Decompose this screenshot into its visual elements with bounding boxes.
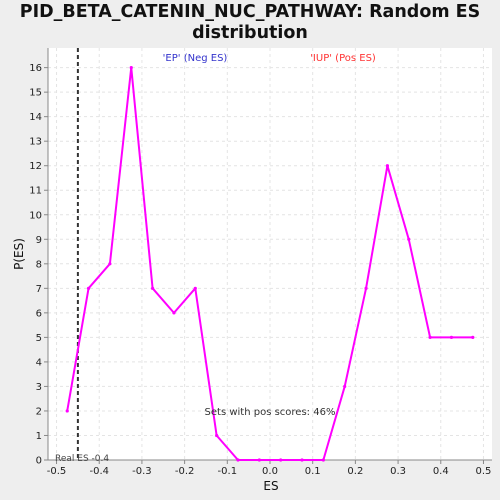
y-tick-label: 13 (29, 137, 42, 148)
x-tick-label: 0.4 (433, 466, 449, 477)
series-points (65, 66, 475, 462)
series-point (343, 384, 347, 389)
y-tick-label: 4 (36, 357, 42, 368)
y-tick-label: 8 (36, 259, 42, 270)
chart-title-line-1: PID_BETA_CATENIN_NUC_PATHWAY: Random ES (19, 2, 481, 22)
series-point (300, 458, 304, 462)
series-point (385, 164, 390, 168)
neg-es-label: 'EP' (Neg ES) (163, 53, 228, 64)
x-tick-label: 0.5 (476, 466, 492, 477)
y-tick-label: 5 (36, 333, 42, 344)
series-point (236, 458, 240, 462)
series-point (407, 237, 411, 241)
x-tick-label: -0.4 (89, 466, 109, 477)
y-tick-label: 9 (36, 235, 42, 246)
y-tick-label: 7 (36, 284, 42, 295)
y-tick-label: 0 (36, 456, 42, 467)
chart-title-line-2: distribution (192, 23, 308, 43)
y-tick-label: 11 (29, 186, 42, 197)
series-point (86, 286, 91, 290)
y-tick-label: 10 (29, 210, 42, 221)
y-tick-label: 16 (29, 63, 42, 74)
series-point (129, 66, 133, 70)
x-tick-label: -0.2 (175, 466, 195, 477)
series-point (193, 286, 197, 290)
pos-scores-annotation: Sets with pos scores: 46% (205, 407, 336, 418)
x-ticks: -0.5 -0.4 -0.3 -0.2 -0.1 0.0 0.1 0.2 0.3 0.4 0.5 (47, 460, 492, 477)
x-tick-label: -0.5 (47, 466, 67, 477)
x-tick-label: 0.0 (262, 466, 278, 477)
series-point (65, 409, 69, 413)
y-tick-label: 1 (36, 431, 42, 442)
series-point (257, 458, 261, 462)
x-tick-label: -0.3 (132, 466, 152, 477)
series-point (150, 286, 155, 290)
y-tick-label: 14 (29, 112, 42, 123)
x-axis-label: ES (263, 479, 278, 493)
series-line (66, 66, 473, 461)
real-es-label: Real ES -0.4 (55, 454, 109, 464)
series-point (471, 335, 475, 339)
chart-title: PID_BETA_CATENIN_NUC_PATHWAY: Random ES … (0, 2, 500, 44)
series-point (215, 433, 219, 438)
series-point (172, 311, 176, 315)
y-tick-label: 12 (29, 161, 42, 172)
series-point (428, 335, 432, 339)
y-tick-label: 3 (36, 382, 42, 393)
y-axis-label: P(ES) (12, 238, 26, 270)
pos-es-label: 'IUP' (Pos ES) (310, 53, 376, 64)
series-point (449, 335, 454, 339)
series-point (321, 458, 325, 462)
x-tick-label: 0.1 (305, 466, 321, 477)
series-point (108, 262, 112, 266)
y-tick-label: 2 (36, 406, 42, 417)
y-tick-label: 15 (29, 88, 42, 99)
x-tick-label: 0.3 (390, 466, 406, 477)
y-tick-label: 6 (36, 308, 42, 319)
series-point (364, 286, 368, 290)
x-tick-label: -0.1 (218, 466, 238, 477)
series-point (279, 458, 283, 462)
x-tick-label: 0.2 (347, 466, 363, 477)
